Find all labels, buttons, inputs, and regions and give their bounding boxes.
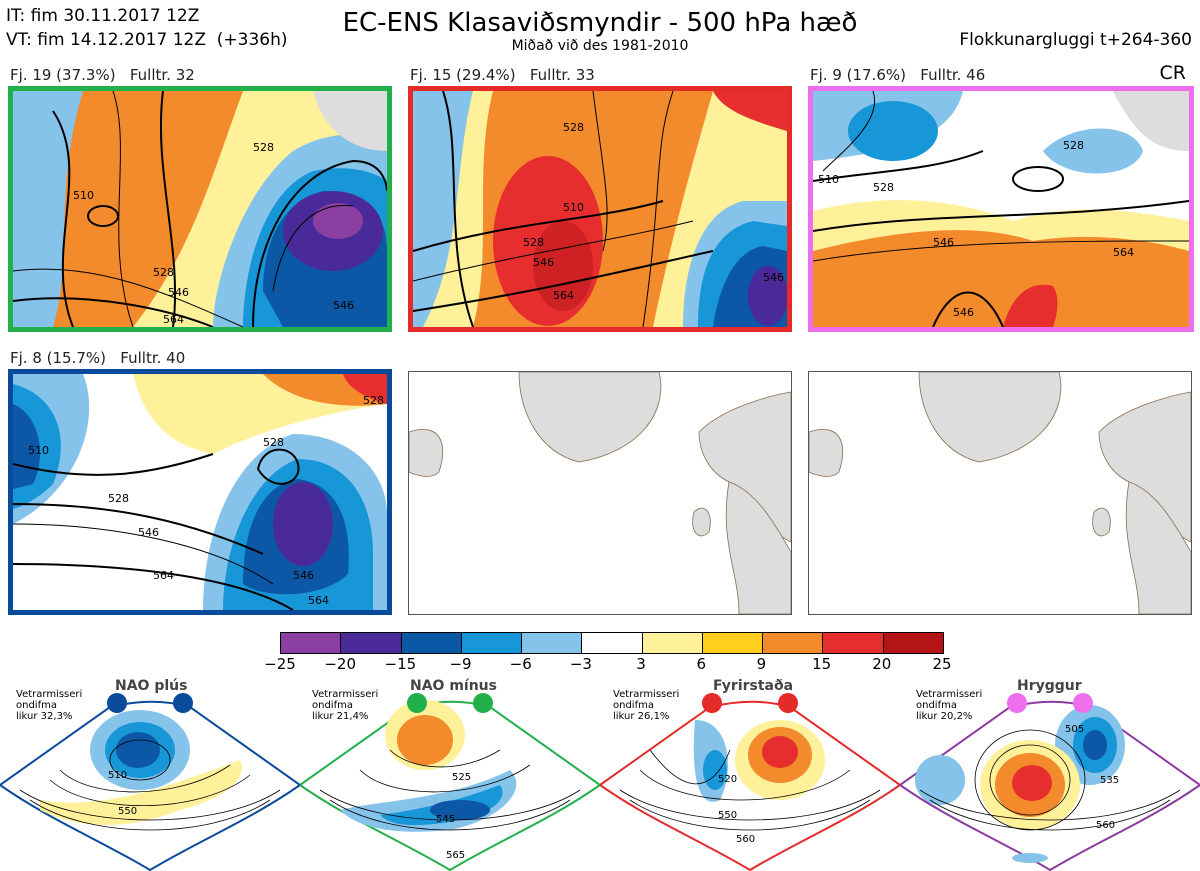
panel-1-contour: 564 xyxy=(163,313,184,326)
panel-2-label: Fj. 15 (29.4%) Fulltr. 33 xyxy=(410,66,595,84)
cr-label: CR xyxy=(1159,62,1186,84)
page-title: EC-ENS Klasaviðsmyndir - 500 hPa hæð xyxy=(342,8,858,38)
empty-map-panel-6 xyxy=(808,371,1192,615)
cluster-map-3: 510 528 528 546 564 546 xyxy=(808,86,1194,332)
panel-4-contour: 564 xyxy=(308,594,329,607)
empty-map-panel-5 xyxy=(408,371,792,615)
colorbar-tick-label: 6 xyxy=(696,655,707,673)
panel-2-contour: 564 xyxy=(553,289,574,302)
panel-3-label: Fj. 9 (17.6%) Fulltr. 46 xyxy=(810,66,986,84)
window-label: Flokkunargluggi t+264-360 xyxy=(959,30,1192,50)
regime-title: NAO plús xyxy=(115,678,188,694)
regime-contour: 560 xyxy=(736,834,755,845)
regime-stat: Vetrarmisseri ondifma likur 32,3% xyxy=(16,689,83,722)
colorbar-tick-label: −25 xyxy=(264,655,296,673)
regime-contour: 510 xyxy=(108,770,127,781)
panel-1-contour: 528 xyxy=(153,266,174,279)
colorbar-tick-label: 9 xyxy=(756,655,767,673)
colorbar-segment xyxy=(582,633,643,653)
colorbar-segment xyxy=(522,633,583,653)
panel-4-label: Fj. 8 (15.7%) Fulltr. 40 xyxy=(10,349,186,367)
colorbar-segment xyxy=(702,633,764,653)
panel-3-contour: 564 xyxy=(1113,246,1134,259)
regime-title: Hryggur xyxy=(1017,678,1082,694)
colorbar-tick-label: −20 xyxy=(324,655,356,673)
regime-contour: 550 xyxy=(718,810,737,821)
colorbar-segment xyxy=(823,633,884,653)
panel-2-contour: 528 xyxy=(523,236,544,249)
it-line: IT: fim 30.11.2017 12Z xyxy=(6,6,200,26)
panel-3-contour: 546 xyxy=(953,306,974,319)
colorbar-segment xyxy=(401,633,462,653)
colorbar-segment xyxy=(642,633,703,653)
panel-4-contour: 510 xyxy=(28,444,49,457)
panel-2-contour: 546 xyxy=(533,256,554,269)
regime-dot xyxy=(407,693,427,713)
regime-contour: 545 xyxy=(436,814,455,825)
page-subtitle: Miðað við des 1981-2010 xyxy=(511,38,689,54)
panel-2-contour: 528 xyxy=(563,121,584,134)
regime-dot xyxy=(778,693,798,713)
regime-dot xyxy=(473,693,493,713)
colorbar-tick-label: 25 xyxy=(932,655,952,673)
panel-2-contour: 546 xyxy=(763,271,784,284)
colorbar-tick-label: 20 xyxy=(872,655,892,673)
colorbar-tick-label: −15 xyxy=(384,655,417,673)
cluster-map-2: 528 510 528 546 564 546 xyxy=(408,86,792,332)
regime-dot xyxy=(1073,693,1093,713)
panel-1-contour: 546 xyxy=(168,286,189,299)
regime-contour: 520 xyxy=(718,774,737,785)
panel-3-contour: 528 xyxy=(1063,139,1084,152)
colorbar-segment xyxy=(341,633,402,653)
regime-contour: 525 xyxy=(452,772,471,783)
regime-contour: 550 xyxy=(118,806,137,817)
regime-contour: 560 xyxy=(1096,820,1115,831)
regime-stat: Vetrarmisseri ondifma likur 20,2% xyxy=(916,689,983,722)
regime-dot xyxy=(173,693,193,713)
colorbar-tick-label: 3 xyxy=(636,655,646,673)
regime-contour: 565 xyxy=(446,850,465,861)
panel-2-contour: 510 xyxy=(563,201,584,214)
regime-contour: 535 xyxy=(1100,775,1119,786)
panel-3-contour: 528 xyxy=(873,181,894,194)
colorbar xyxy=(280,632,944,654)
panel-3-contour: 546 xyxy=(933,236,954,249)
panel-1-label: Fj. 19 (37.3%) Fulltr. 32 xyxy=(10,66,195,84)
panel-4-contour: 528 xyxy=(263,436,284,449)
panel-1-contour: 528 xyxy=(253,141,274,154)
colorbar-tick-label: −9 xyxy=(449,655,472,673)
colorbar-segment xyxy=(883,633,943,653)
panel-1-contour: 510 xyxy=(73,189,94,202)
regime-title: NAO mínus xyxy=(410,678,497,694)
regime-stat: Vetrarmisseri ondifma likur 26,1% xyxy=(613,689,680,722)
panel-4-contour: 564 xyxy=(153,569,174,582)
regime-contour: 505 xyxy=(1065,724,1084,735)
colorbar-tick-label: −6 xyxy=(509,655,532,673)
header-times: IT: fim 30.11.2017 12Z VT: fim 14.12.2017… xyxy=(6,4,288,52)
panel-3-contour: 510 xyxy=(818,173,839,186)
vt-line: VT: fim 14.12.2017 12Z (+336h) xyxy=(6,30,288,50)
cluster-map-4: 510 528 546 564 528 546 564 528 xyxy=(8,369,392,615)
colorbar-tick-label: −3 xyxy=(569,655,592,673)
regime-dot xyxy=(1007,693,1027,713)
panel-4-contour: 528 xyxy=(108,492,129,505)
panel-1-contour: 546 xyxy=(333,299,354,312)
colorbar-segment xyxy=(461,633,523,653)
colorbar-tick-label: 15 xyxy=(812,655,832,673)
regime-dot xyxy=(107,693,127,713)
regime-title: Fyrirstaða xyxy=(713,678,794,694)
regime-dot xyxy=(702,693,722,713)
regime-stat: Vetrarmisseri ondifma likur 21,4% xyxy=(312,689,379,722)
cluster-map-1: 510 528 546 564 528 546 xyxy=(8,86,392,332)
colorbar-segment xyxy=(763,633,824,653)
panel-4-contour: 528 xyxy=(363,394,384,407)
panel-4-contour: 546 xyxy=(138,526,159,539)
panel-4-contour: 546 xyxy=(293,569,314,582)
colorbar-segment xyxy=(281,633,342,653)
